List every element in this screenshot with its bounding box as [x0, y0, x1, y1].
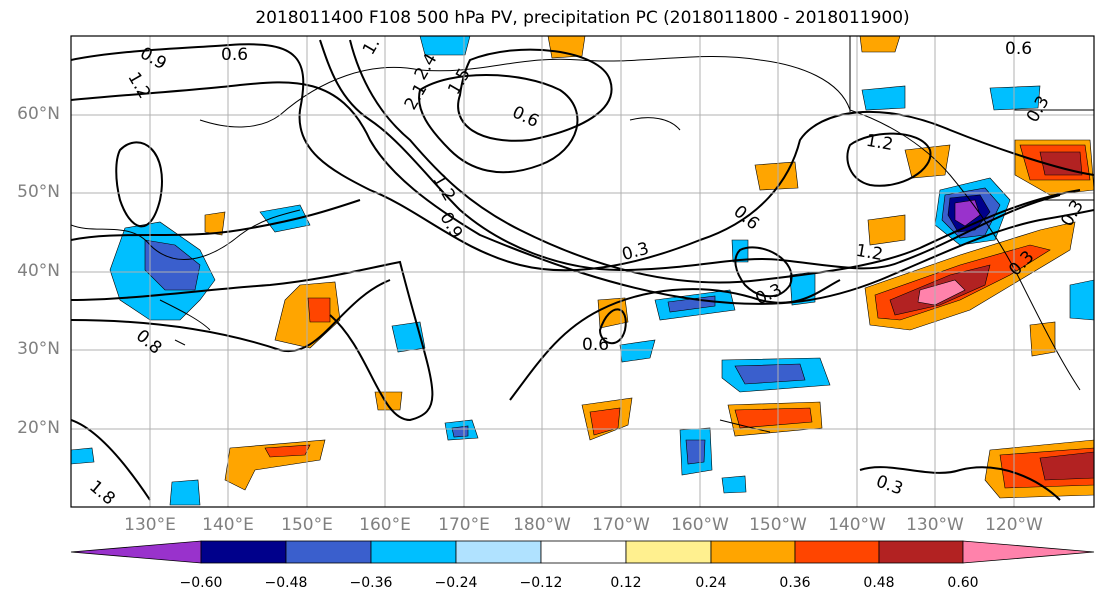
lat-label: 30°N [17, 339, 60, 359]
colorbar-tick-label: 0.24 [695, 575, 727, 591]
contour-label: 1.5 [444, 65, 475, 98]
lon-label: 130°E [124, 515, 176, 535]
contour-label: 0.3 [620, 239, 651, 265]
colorbar-tick-label: 0.48 [863, 575, 895, 591]
lat-label: 40°N [17, 261, 60, 281]
contour-label: 1.8 [85, 477, 119, 510]
colorbar [70, 540, 1095, 564]
contour-label: 1.2 [864, 131, 894, 155]
colorbar-segment [710, 540, 796, 564]
contour-label: 0.6 [509, 102, 542, 132]
colorbar-segment [200, 540, 287, 564]
contour-label: 0.8 [132, 326, 166, 359]
lon-label: 150°E [281, 515, 333, 535]
contour-label: 0.6 [582, 335, 609, 355]
colorbar-tick-label: 0.60 [947, 575, 979, 591]
colorbar-tick-label: −0.60 [179, 575, 223, 591]
contour-label: 1. [359, 35, 384, 59]
lon-label: 140°W [828, 515, 886, 535]
colorbar-segment [794, 540, 880, 564]
lon-label: 120°W [985, 515, 1043, 535]
contour-label: 0.6 [1005, 39, 1032, 59]
pv-contours [71, 39, 1094, 501]
lon-label: 140°E [202, 515, 254, 535]
coastlines [71, 36, 1094, 433]
map-title: 2018011400 F108 500 hPa PV, precipitatio… [255, 8, 910, 28]
gridlines [71, 36, 1094, 507]
map-frame [70, 35, 1095, 508]
contour-label: 0.3 [873, 471, 905, 499]
colorbar-segment [370, 540, 457, 564]
colorbar-tick-label: 0.12 [610, 575, 642, 591]
colorbar-tick-label: 0.36 [779, 575, 811, 591]
colorbar-tick-label: −0.24 [434, 575, 478, 591]
colorbar-tick-label: −0.48 [264, 575, 308, 591]
colorbar-segment [540, 540, 627, 564]
contour-label: 1.2 [854, 241, 884, 265]
colorbar-tick-label: −0.36 [349, 575, 393, 591]
lon-label: 130°W [906, 515, 964, 535]
colorbar-segment [455, 540, 542, 564]
contour-label: 1.2 [428, 171, 459, 204]
lon-label: 180°W [513, 515, 571, 535]
colorbar-segment [962, 540, 1095, 564]
colorbar-segment [625, 540, 712, 564]
contour-label: 0.6 [729, 202, 763, 235]
lat-label: 50°N [17, 182, 60, 202]
contour-label: 0.6 [221, 45, 248, 65]
precip-shading [71, 36, 1094, 506]
lon-label: 150°W [749, 515, 807, 535]
lat-label: 60°N [17, 104, 60, 124]
contour-label: 0.9 [435, 209, 466, 242]
lon-label: 160°E [359, 515, 411, 535]
lat-label: 20°N [17, 418, 60, 438]
lon-label: 170°E [438, 515, 490, 535]
lon-label: 170°W [592, 515, 650, 535]
contour-label: 0.3 [752, 280, 785, 310]
colorbar-segment [878, 540, 964, 564]
colorbar-segment [285, 540, 372, 564]
lon-label: 160°W [671, 515, 729, 535]
colorbar-segment [70, 540, 202, 564]
colorbar-tick-label: −0.12 [519, 575, 563, 591]
